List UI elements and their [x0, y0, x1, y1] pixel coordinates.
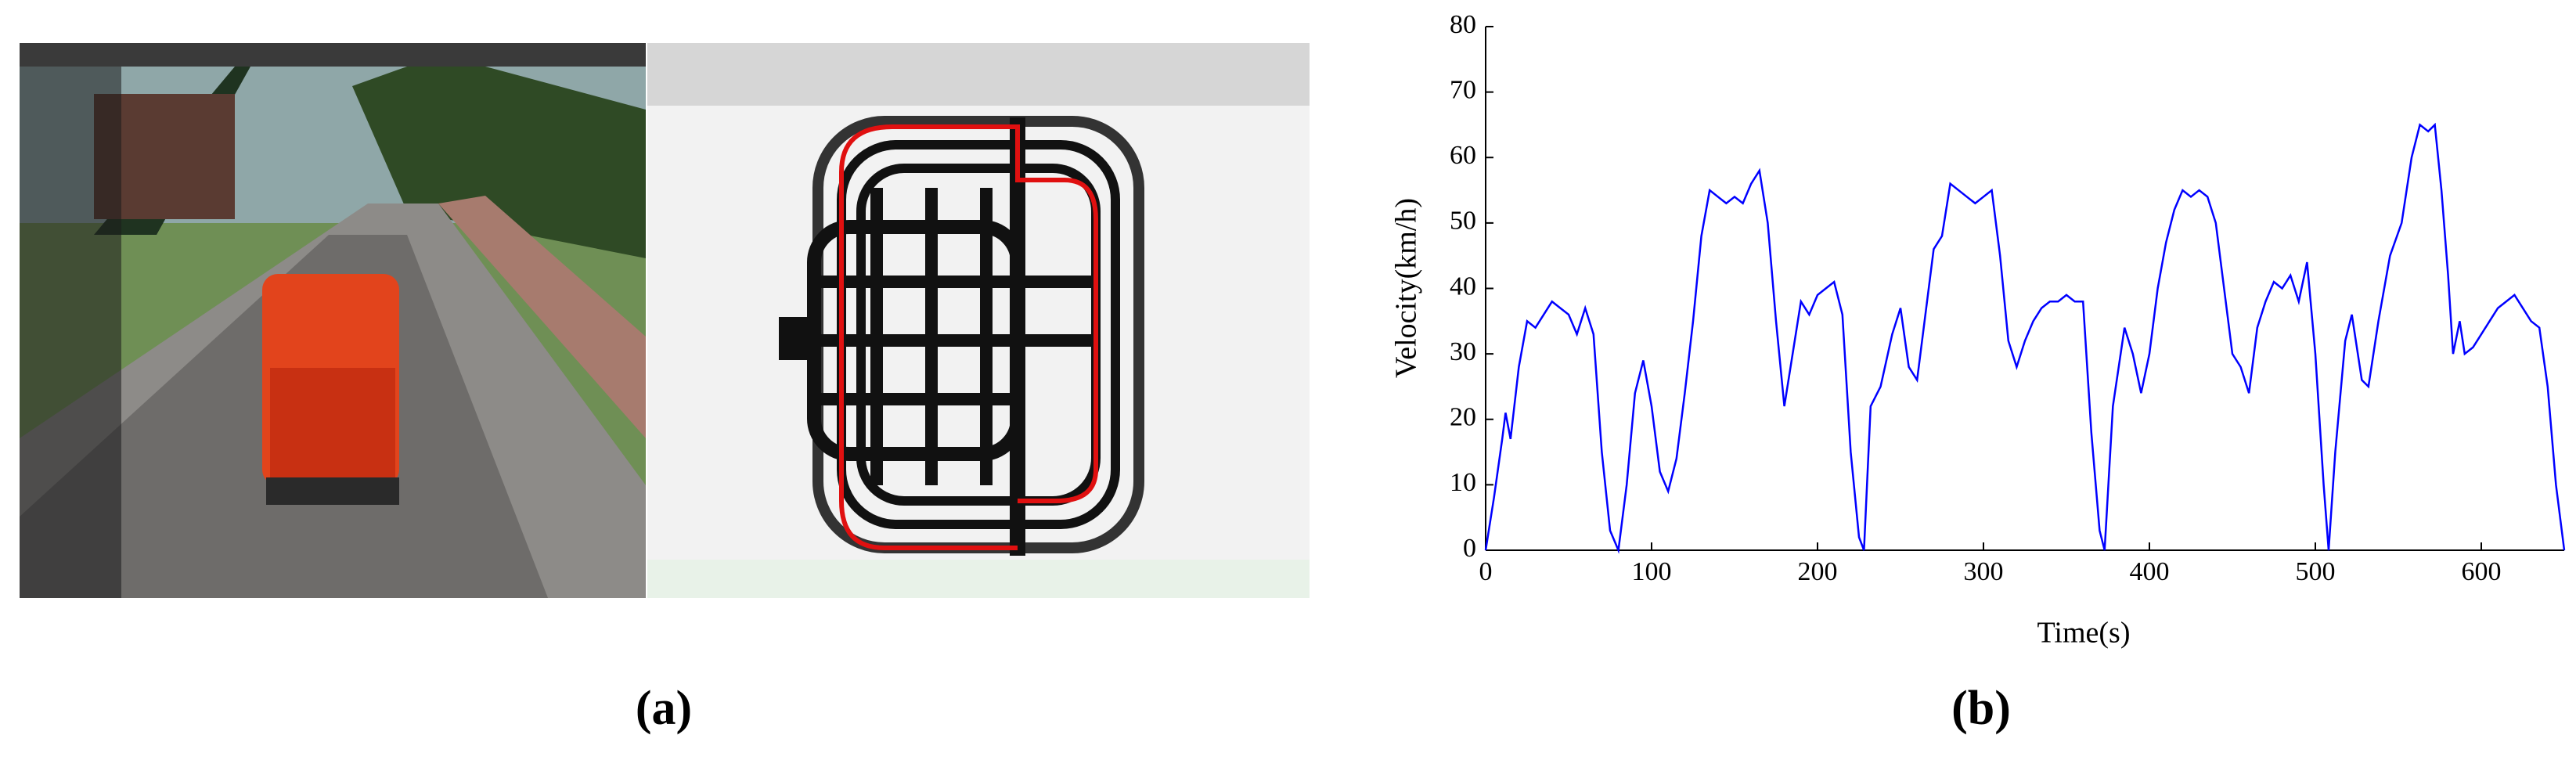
y-tick-label: 50 [1450, 207, 1476, 236]
y-tick-label: 20 [1450, 403, 1476, 432]
track-map-screenshot [647, 43, 1310, 598]
x-tick-label: 500 [2296, 557, 2336, 586]
x-tick-label: 300 [1964, 557, 2004, 586]
panel-label: (b) [1951, 682, 2011, 735]
panel-label: (a) [636, 682, 692, 735]
y-tick-label: 0 [1463, 534, 1476, 563]
x-tick-label: 0 [1479, 557, 1493, 586]
simulator-screenshot [20, 43, 646, 598]
y-tick-label: 40 [1450, 272, 1476, 301]
x-tick-label: 400 [2130, 557, 2170, 586]
y-tick-label: 30 [1450, 337, 1476, 366]
x-tick-label: 200 [1798, 557, 1838, 586]
y-axis-label: Velocity(km/h) [1390, 198, 1423, 378]
y-tick-label: 70 [1450, 75, 1476, 104]
x-axis-label: Time(s) [2037, 617, 2131, 650]
x-tick-label: 600 [2462, 557, 2502, 586]
y-tick-label: 10 [1450, 468, 1476, 497]
y-tick-label: 80 [1450, 10, 1476, 39]
velocity-line [1484, 122, 2566, 554]
y-tick-label: 60 [1450, 141, 1476, 170]
x-tick-label: 100 [1632, 557, 1672, 586]
